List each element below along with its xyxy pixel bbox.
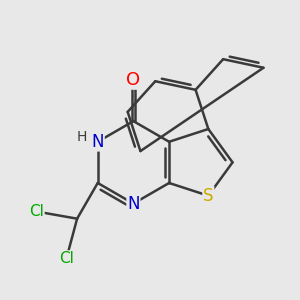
Text: O: O bbox=[126, 71, 140, 89]
Text: N: N bbox=[92, 133, 104, 151]
Text: Cl: Cl bbox=[59, 251, 74, 266]
Text: H: H bbox=[76, 130, 87, 144]
Text: N: N bbox=[127, 195, 140, 213]
Text: S: S bbox=[203, 187, 214, 205]
Text: Cl: Cl bbox=[29, 204, 44, 219]
